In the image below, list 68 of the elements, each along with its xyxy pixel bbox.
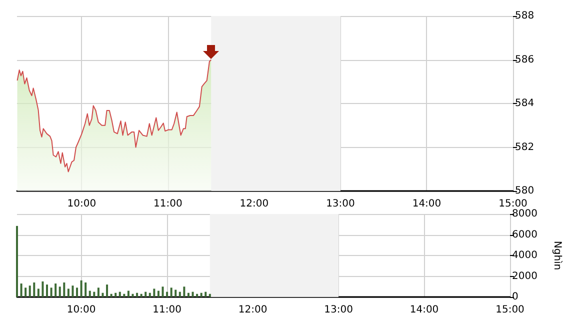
bar	[196, 294, 198, 297]
x-tick-label: 14:00	[410, 304, 439, 316]
bar	[200, 292, 202, 297]
y-tick-label: 584	[515, 98, 534, 109]
bar	[123, 294, 126, 297]
bar	[37, 288, 40, 297]
bar	[33, 282, 36, 297]
bar	[50, 288, 52, 297]
x-tick-label: 15:00	[498, 198, 528, 210]
x-tick-label: 12:00	[240, 198, 269, 210]
bar	[162, 286, 164, 297]
x-tick-label: 10:00	[67, 198, 96, 210]
y-tick-label: 4000	[512, 250, 538, 261]
bar	[110, 294, 112, 297]
bar	[16, 226, 18, 297]
bar	[136, 292, 138, 297]
bar	[204, 292, 207, 297]
bar	[72, 286, 74, 297]
x-tick-label: 13:00	[326, 198, 355, 210]
y-tick-label: 586	[515, 54, 534, 66]
x-tick-label: 12:00	[238, 304, 268, 316]
bar	[140, 294, 142, 297]
bar	[106, 284, 108, 297]
bar	[76, 288, 78, 297]
bar	[58, 286, 61, 297]
bar	[192, 292, 194, 297]
x-tick-label: 11:00	[154, 198, 182, 210]
bar	[132, 294, 134, 297]
bar	[118, 292, 121, 297]
bar	[97, 288, 100, 297]
y-tick-label: 580	[515, 186, 534, 196]
bar	[63, 282, 66, 297]
bar	[127, 290, 130, 297]
bar	[54, 284, 57, 297]
y-tick-label: 6000	[512, 229, 538, 240]
x-tick-label: 11:00	[152, 304, 182, 316]
bar	[24, 288, 27, 297]
y-tick-label: 2000	[512, 270, 538, 282]
bar	[102, 292, 104, 297]
bar	[84, 282, 87, 297]
bar	[148, 292, 151, 297]
x-tick-label: 13:00	[324, 304, 353, 316]
x-tick-label: 10:00	[66, 304, 96, 316]
bar	[67, 288, 70, 297]
bar	[28, 286, 31, 297]
y-axis-title: Nghìn	[552, 240, 562, 270]
bar	[93, 292, 96, 297]
bar	[20, 284, 22, 297]
bar	[187, 292, 190, 297]
bar	[46, 284, 48, 297]
bar	[183, 286, 186, 297]
bar	[80, 280, 82, 297]
bar	[144, 292, 147, 297]
y-tick-label: 588	[515, 10, 534, 22]
bar	[153, 288, 156, 297]
x-tick-label: 14:00	[412, 198, 442, 210]
bar	[166, 292, 168, 297]
y-tick-label: 582	[515, 142, 534, 153]
bar	[208, 294, 211, 297]
bar	[114, 292, 117, 297]
bar	[157, 290, 160, 297]
bar	[178, 292, 181, 297]
bar	[88, 290, 91, 297]
bar	[42, 281, 44, 297]
bar	[174, 290, 177, 297]
y-tick-label: 8000	[512, 208, 538, 220]
bar	[170, 288, 172, 297]
x-tick-label: 15:00	[496, 304, 524, 316]
